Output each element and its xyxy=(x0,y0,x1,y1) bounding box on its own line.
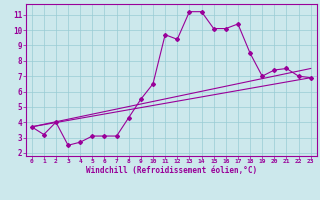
X-axis label: Windchill (Refroidissement éolien,°C): Windchill (Refroidissement éolien,°C) xyxy=(86,166,257,175)
